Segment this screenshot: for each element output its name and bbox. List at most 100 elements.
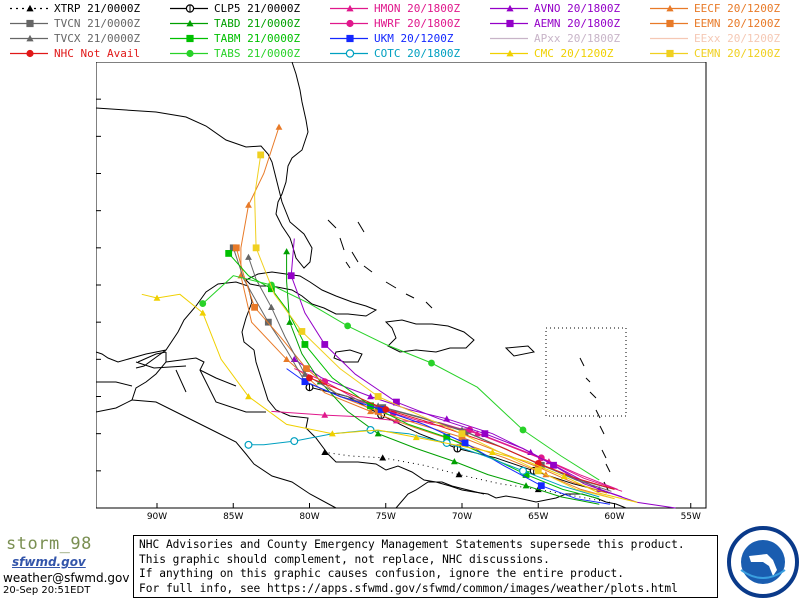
track-point: [450, 458, 458, 465]
disclaimer-line: This graphic should complement, not repl…: [139, 552, 550, 566]
track-point: [560, 473, 568, 480]
track-point: [301, 370, 309, 377]
track-point: [257, 151, 265, 159]
sfwmd-seal-logo: [727, 526, 799, 598]
track-point: [328, 430, 336, 437]
track-line: [202, 275, 600, 481]
track-line: [286, 368, 610, 505]
legend-swatch: [330, 19, 368, 28]
legend-swatch: [10, 34, 48, 42]
track-point: [489, 448, 496, 455]
legend-label: XTRP 21/0000Z: [54, 2, 141, 15]
legend-swatch: [10, 4, 48, 12]
brand-name: storm_98: [6, 534, 92, 554]
axis-ticks: 10N12N14N16N18N20N22N24N26N28N30N32N34N9…: [96, 62, 701, 522]
coastline-south-america: [395, 481, 485, 509]
legend-swatch: [170, 19, 208, 27]
coastline-mexico: [96, 281, 255, 363]
disclaimer-box: NHC Advisories and County Emergency Mana…: [133, 535, 718, 598]
coastline-yucatan-interior: [135, 349, 167, 369]
legend-swatch: [650, 4, 688, 12]
track-point: [245, 253, 252, 260]
legend-swatch: [170, 49, 208, 58]
track-point: [244, 440, 253, 449]
track-point: [519, 466, 528, 475]
track-line: [290, 238, 623, 498]
track-point: [481, 430, 489, 438]
track-point: [412, 433, 420, 441]
track-ukm: [286, 368, 610, 505]
track-point: [534, 467, 542, 475]
track-point: [379, 454, 387, 461]
brand-site-link[interactable]: sfwmd.gov: [12, 555, 86, 569]
track-line: [141, 293, 638, 503]
track-point: [275, 123, 283, 130]
legend-label: TVCX 21/0000Z: [54, 32, 141, 45]
track-point: [306, 374, 313, 382]
track-point: [283, 355, 291, 363]
track-point: [519, 426, 527, 434]
track-point: [443, 415, 451, 422]
brand-timestamp: 20-Sep 20:51EDT: [3, 585, 91, 596]
legend-swatch: [650, 49, 688, 58]
disclaimer-line: NHC Advisories and County Emergency Mana…: [139, 538, 685, 551]
legend-swatch: [490, 49, 528, 57]
track-point: [367, 393, 374, 400]
coastline-hispaniola: [384, 319, 475, 353]
track-point: [286, 318, 294, 325]
coastline-guatemala: [137, 351, 237, 387]
track-point: [393, 398, 400, 406]
track-point: [232, 244, 240, 252]
legend-label: HMON 20/1800Z: [374, 2, 461, 15]
track-point: [225, 250, 233, 257]
legend-label: EExx 20/1200Z: [694, 32, 781, 45]
track-point: [251, 303, 258, 311]
track-point: [245, 393, 252, 400]
track-point: [321, 411, 329, 418]
track-point: [455, 471, 463, 478]
legend-swatch: [10, 19, 48, 28]
track-point: [461, 439, 469, 447]
legend-label: AEMN 20/1800Z: [534, 17, 621, 30]
track-point: [199, 300, 207, 307]
coastline-puerto-rico: [504, 345, 536, 357]
track-point: [301, 378, 309, 386]
lon-label: 55W: [681, 512, 701, 522]
track-point: [290, 437, 299, 446]
legend-swatch: [490, 4, 528, 12]
model-tracks: [141, 123, 676, 509]
track-point: [245, 201, 252, 208]
disclaimer-line: If anything on this graphic causes confu…: [139, 567, 624, 580]
legend-swatch: [170, 4, 208, 13]
border-lines: [96, 361, 337, 509]
track-point: [382, 406, 390, 413]
track-point: [252, 244, 260, 252]
track-point: [522, 471, 530, 478]
track-point: [522, 482, 530, 489]
legend-swatch: [330, 4, 368, 12]
track-point: [153, 294, 161, 301]
legend-label: EECF 20/1200Z: [694, 2, 781, 15]
track-point: [374, 430, 382, 437]
track-aemn: [287, 238, 623, 498]
track-point: [303, 365, 310, 373]
track-cmc: [141, 293, 638, 503]
track-point: [267, 303, 275, 311]
track-point: [267, 285, 275, 293]
track-point: [344, 322, 352, 330]
track-point: [374, 393, 382, 400]
coastline-lesser-antilles: [579, 357, 611, 491]
track-map: 10N12N14N16N18N20N22N24N26N28N30N32N34N9…: [96, 62, 707, 522]
track-point: [298, 328, 306, 335]
legend-swatch: [10, 49, 48, 58]
track-cemn: [252, 151, 615, 500]
track-point: [283, 248, 291, 255]
track-point: [534, 463, 542, 471]
coastline-jamaica: [333, 349, 363, 363]
legend-label: TABD 21/0000Z: [214, 17, 301, 30]
track-point: [321, 448, 329, 455]
legend-label: CMC 20/1200Z: [534, 47, 614, 60]
disclaimer-line: For full info, see https://apps.sfwmd.go…: [139, 581, 678, 595]
legend-label: EEMN 20/1200Z: [694, 17, 781, 30]
coastline-florida: [96, 62, 313, 269]
